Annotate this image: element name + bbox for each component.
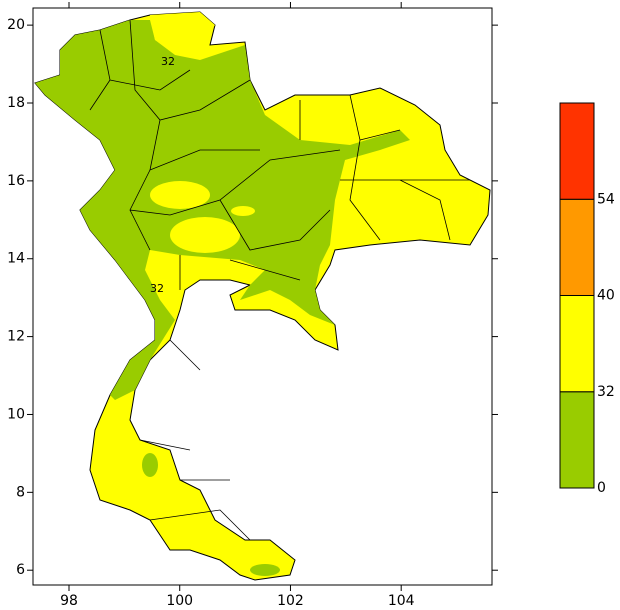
y-tick-label: 16 xyxy=(7,173,25,189)
mid-zone xyxy=(231,206,255,216)
low-zone xyxy=(35,20,410,400)
y-tick-label: 18 xyxy=(7,95,25,111)
contour-label: 32 xyxy=(150,282,164,295)
y-tick-label: 10 xyxy=(7,406,25,422)
legend-label: 0 xyxy=(597,480,606,496)
legend-label: 32 xyxy=(597,384,615,400)
low-zone xyxy=(250,564,280,576)
legend-swatch xyxy=(559,391,595,489)
x-tick-label: 100 xyxy=(166,593,193,609)
legend-swatch xyxy=(559,295,595,393)
plot-frame xyxy=(32,7,493,586)
y-tick-label: 12 xyxy=(7,329,25,345)
mid-zone xyxy=(150,12,215,50)
legend-swatch xyxy=(559,102,595,200)
low-zone xyxy=(142,453,158,477)
y-tick-label: 20 xyxy=(7,17,25,33)
mid-zone xyxy=(170,217,240,253)
mid-zone xyxy=(150,181,210,209)
legend-label: 40 xyxy=(597,288,615,304)
contour-label: 32 xyxy=(161,55,175,68)
x-tick-label: 102 xyxy=(277,593,304,609)
y-tick-label: 6 xyxy=(16,562,25,578)
x-tick-label: 104 xyxy=(388,593,415,609)
y-tick-label: 14 xyxy=(7,251,25,267)
y-tick-label: 8 xyxy=(16,484,25,500)
province-borders xyxy=(89,19,470,541)
legend-swatch xyxy=(559,198,595,296)
x-tick-label: 98 xyxy=(60,593,78,609)
legend-label: 54 xyxy=(597,191,615,207)
